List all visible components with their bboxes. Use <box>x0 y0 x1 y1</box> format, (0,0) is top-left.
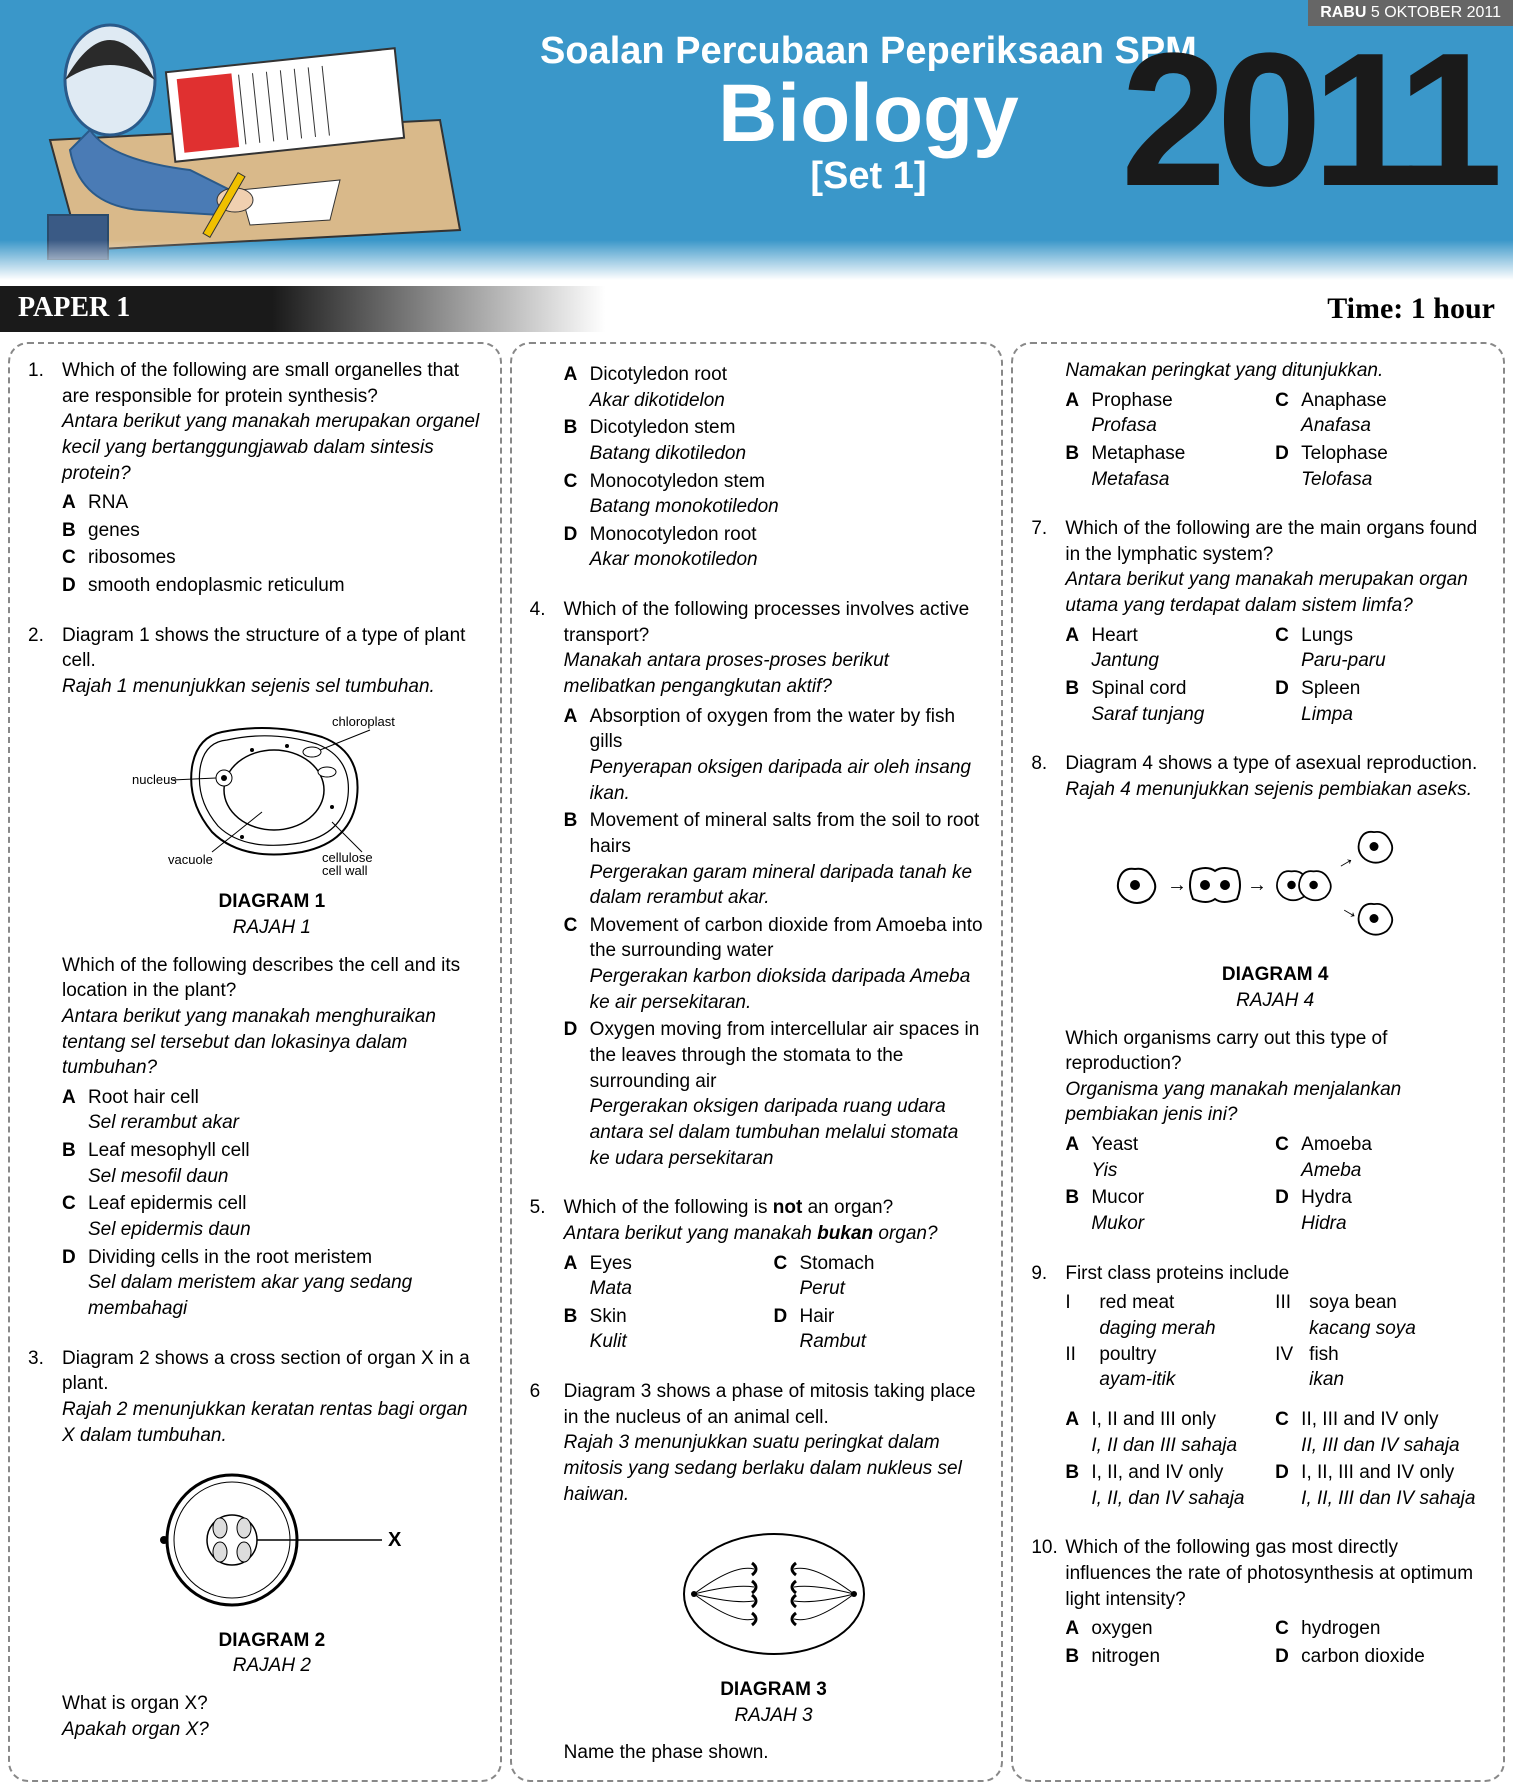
question-3: 3. Diagram 2 shows a cross section of or… <box>28 1346 482 1743</box>
diagram-1: nucleus chloroplast vacuole cellulose ce… <box>62 712 482 941</box>
paper-label: PAPER 1 <box>0 286 148 332</box>
diagram-3: DIAGRAM 3 RAJAH 3 <box>564 1519 984 1728</box>
label-cellwall: cell wall <box>322 863 368 878</box>
diagram-4: → → → → <box>1065 815 1485 1014</box>
column-1: 1. Which of the following are small orga… <box>8 342 502 1782</box>
question-columns: 1. Which of the following are small orga… <box>0 332 1513 1792</box>
question-8: 8. Diagram 4 shows a type of asexual rep… <box>1031 751 1485 1238</box>
question-1: 1. Which of the following are small orga… <box>28 358 482 601</box>
question-2: 2. Diagram 1 shows the structure of a ty… <box>28 623 482 1324</box>
exam-header: RABU 5 OKTOBER 2011 <box>0 0 1513 280</box>
question-4: 4. Which of the following processes invo… <box>530 597 984 1173</box>
label-x: X <box>388 1529 402 1551</box>
svg-text:→: → <box>1167 874 1187 896</box>
question-9: 9. First class proteins include Ired mea… <box>1031 1261 1485 1514</box>
question-6: 6 Diagram 3 shows a phase of mitosis tak… <box>530 1379 984 1766</box>
title-subject: Biology <box>540 73 1197 155</box>
meta-bar: PAPER 1 Time: 1 hour <box>0 286 1513 332</box>
time-label: Time: 1 hour <box>1309 286 1513 332</box>
svg-text:→: → <box>1331 846 1359 875</box>
question-5: 5. Which of the following is not an orga… <box>530 1195 984 1357</box>
student-illustration <box>20 20 500 260</box>
column-3: Namakan peringkat yang ditunjukkan. APro… <box>1011 342 1505 1782</box>
title-set: [Set 1] <box>540 155 1197 198</box>
label-nucleus: nucleus <box>132 772 177 787</box>
question-10: 10. Which of the following gas most dire… <box>1031 1535 1485 1671</box>
year: 2011 <box>1121 40 1493 202</box>
question-7: 7. Which of the following are the main o… <box>1031 516 1485 729</box>
label-vacuole: vacuole <box>168 852 213 867</box>
question-3-opts: ADicotyledon rootAkar dikotidelon BDicot… <box>530 358 984 575</box>
title-block: Soalan Percubaan Peperiksaan SPM Biology… <box>540 30 1197 198</box>
question-6-cont: Namakan peringkat yang ditunjukkan. APro… <box>1031 358 1485 494</box>
label-chloroplast: chloroplast <box>332 714 395 729</box>
column-2: ADicotyledon rootAkar dikotidelon BDicot… <box>510 342 1004 1782</box>
title-line1: Soalan Percubaan Peperiksaan SPM <box>540 30 1197 73</box>
diagram-2: X DIAGRAM 2 RAJAH 2 <box>62 1460 482 1679</box>
svg-text:→: → <box>1247 874 1267 896</box>
